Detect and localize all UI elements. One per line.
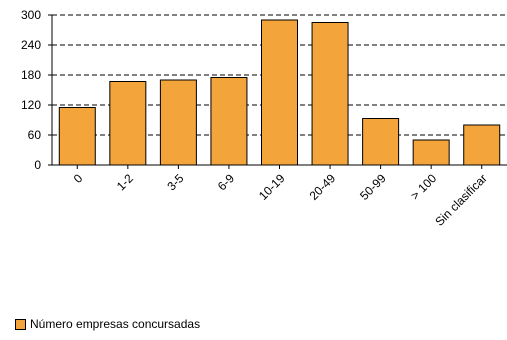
y-tick-label: 240: [21, 38, 41, 52]
x-tick-label: 3-5: [164, 171, 186, 193]
y-tick-label: 60: [28, 128, 42, 142]
x-tick-label: > 100: [408, 171, 440, 203]
y-tick-label: 120: [21, 98, 41, 112]
bar-1: [109, 81, 147, 166]
legend-label: Número empresas concursadas: [30, 317, 201, 331]
bar-6: [362, 118, 400, 166]
bar-3: [210, 77, 248, 166]
bar-4: [261, 19, 298, 166]
bar-0: [58, 107, 96, 166]
x-tick-label: 50-99: [357, 171, 389, 203]
x-tick-label: Sin clasificar: [432, 171, 490, 229]
bar-2: [159, 79, 197, 166]
bar-7: [412, 139, 450, 166]
bar-5: [311, 22, 349, 166]
x-tick-label: 6-9: [215, 171, 237, 193]
legend: Número empresas concursadas: [15, 316, 200, 332]
x-tick-label: 1-2: [114, 171, 136, 193]
x-tick-label: 0: [71, 171, 86, 186]
y-tick-label: 0: [34, 158, 41, 172]
y-tick-label: 180: [21, 68, 41, 82]
x-tick-label: 20-49: [307, 171, 339, 203]
x-tick-label: 10-19: [256, 171, 288, 203]
legend-swatch: [15, 318, 26, 330]
bar-8: [463, 124, 501, 166]
y-tick-label: 300: [21, 8, 41, 22]
